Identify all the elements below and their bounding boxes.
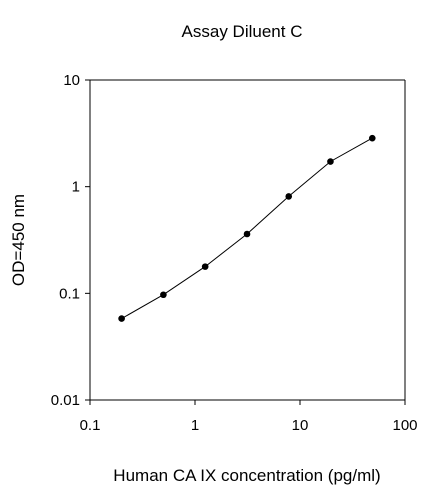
y-axis-label: OD=450 nm xyxy=(9,194,28,286)
y-tick-label: 1 xyxy=(72,179,80,196)
x-ticks: 0.1 1 10 100 xyxy=(80,400,418,434)
data-point xyxy=(327,158,334,165)
y-tick-label: 0.1 xyxy=(59,285,80,302)
x-tick-label: 10 xyxy=(292,417,309,434)
series-line xyxy=(121,137,373,320)
x-tick-label: 100 xyxy=(392,417,417,434)
series-group xyxy=(118,134,376,322)
data-point xyxy=(243,230,251,238)
y-tick-label: 0.01 xyxy=(51,392,80,409)
chart-title: Assay Diluent C xyxy=(182,22,303,41)
x-tick-label: 0.1 xyxy=(80,417,101,434)
data-point xyxy=(160,291,167,299)
data-point xyxy=(201,263,209,270)
y-ticks: 0.01 0.1 1 10 xyxy=(51,72,90,409)
data-point xyxy=(118,315,125,322)
data-point xyxy=(368,134,376,142)
x-tick-label: 1 xyxy=(191,417,199,434)
y-tick-label: 10 xyxy=(63,72,80,89)
x-axis-label: Human CA IX concentration (pg/ml) xyxy=(113,466,380,485)
data-point xyxy=(285,193,293,200)
plot-area xyxy=(89,79,406,401)
